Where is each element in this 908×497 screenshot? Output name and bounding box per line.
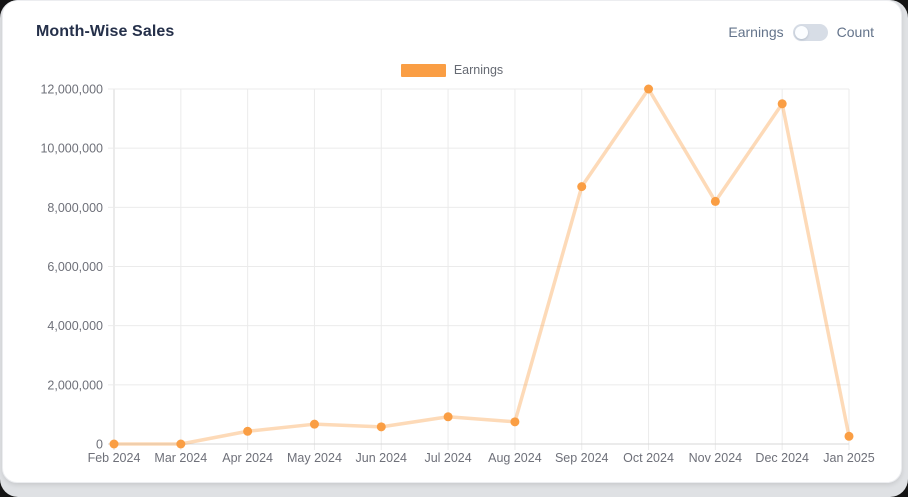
card-header: Month-Wise Sales Earnings Count [3, 1, 901, 49]
toggle-knob-icon [794, 25, 808, 39]
chart-legend[interactable]: Earnings [3, 63, 901, 77]
svg-text:Oct 2024: Oct 2024 [623, 451, 674, 465]
svg-text:Sep 2024: Sep 2024 [555, 451, 609, 465]
metric-toggle-switch[interactable] [792, 23, 828, 41]
svg-text:Dec 2024: Dec 2024 [755, 451, 809, 465]
legend-label: Earnings [453, 63, 504, 77]
svg-text:Apr 2024: Apr 2024 [222, 451, 273, 465]
svg-text:Jun 2024: Jun 2024 [356, 451, 407, 465]
svg-text:0: 0 [96, 438, 103, 452]
metric-toggle-group: Earnings Count [728, 23, 874, 41]
svg-text:May 2024: May 2024 [287, 451, 342, 465]
svg-text:Nov 2024: Nov 2024 [689, 451, 743, 465]
svg-text:6,000,000: 6,000,000 [47, 260, 103, 274]
svg-text:8,000,000: 8,000,000 [47, 201, 103, 215]
toggle-label-count: Count [836, 24, 874, 40]
svg-text:Jul 2024: Jul 2024 [424, 451, 471, 465]
page-title: Month-Wise Sales [36, 23, 175, 40]
month-wise-sales-card: Month-Wise Sales Earnings Count Earnings… [2, 0, 902, 483]
svg-text:Feb 2024: Feb 2024 [88, 451, 141, 465]
svg-text:Jan 2025: Jan 2025 [823, 451, 874, 465]
svg-text:12,000,000: 12,000,000 [40, 83, 103, 97]
toggle-label-earnings: Earnings [728, 24, 784, 40]
svg-text:10,000,000: 10,000,000 [40, 142, 103, 156]
svg-text:4,000,000: 4,000,000 [47, 319, 103, 333]
svg-text:2,000,000: 2,000,000 [47, 378, 103, 392]
svg-text:Aug 2024: Aug 2024 [488, 451, 542, 465]
svg-text:Mar 2024: Mar 2024 [154, 451, 207, 465]
legend-swatch-earnings [400, 63, 446, 77]
